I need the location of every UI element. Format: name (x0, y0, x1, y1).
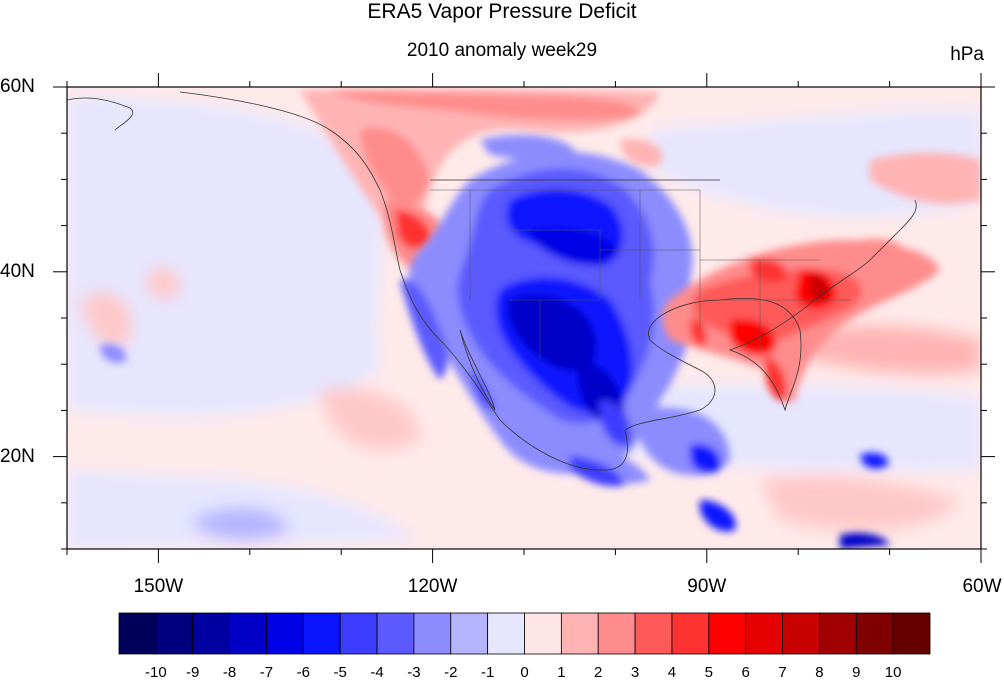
x-tick-label: 60W (962, 576, 1002, 597)
colorbar-swatch (634, 612, 673, 655)
colorbar-swatch (302, 612, 341, 655)
y-tick-label: 20N (0, 445, 35, 467)
colorbar-label: 4 (668, 664, 676, 681)
colorbar-label: 3 (631, 664, 639, 681)
colorbar-label: 2 (594, 664, 602, 681)
colorbar-label: -7 (260, 664, 273, 681)
field-layer (67, 87, 981, 549)
colorbar-swatch (155, 612, 194, 655)
colorbar-label: -2 (444, 664, 457, 681)
units-label: hPa (950, 44, 984, 65)
colorbar-swatch (782, 612, 820, 655)
colorbar-label: -8 (223, 664, 236, 681)
colorbar-label: 6 (742, 664, 750, 681)
colorbar-label: 7 (778, 664, 786, 681)
colorbar-swatch (855, 612, 894, 655)
eastern-red-anomaly (662, 238, 940, 403)
colorbar-swatch (118, 612, 157, 655)
northern-red-band (300, 88, 981, 271)
colorbar-label: 10 (885, 664, 902, 681)
colorbar-label: -9 (186, 664, 199, 681)
colorbar-swatch (487, 612, 525, 655)
colorbar-swatch (745, 612, 783, 655)
colorbar-label: -4 (370, 664, 383, 681)
colorbar-label: -10 (145, 664, 167, 681)
colorbar-label: -5 (334, 664, 347, 681)
colorbar-swatch (560, 612, 599, 655)
colorbar-label: 9 (852, 664, 860, 681)
y-tick-label: 60N (0, 76, 35, 97)
colorbar-swatch (708, 612, 747, 655)
colorbar-label: -1 (481, 664, 494, 681)
colorbar-swatch (597, 612, 636, 655)
coastlines (67, 91, 917, 471)
colorbar-label: 0 (520, 664, 528, 681)
figure-title: ERA5 Vapor Pressure Deficit (367, 0, 637, 23)
x-tick-label: 90W (687, 576, 727, 597)
y-tick-label: 40N (0, 260, 35, 282)
colorbar-swatch (413, 612, 452, 655)
figure-subtitle: 2010 anomaly week29 (406, 40, 598, 61)
colorbar-swatch (450, 612, 489, 655)
colorbar-label: 5 (705, 664, 713, 681)
colorbar-swatch (266, 612, 304, 655)
colorbar-swatch (192, 612, 230, 655)
colorbar-label: 8 (815, 664, 823, 681)
colorbar-label: 1 (557, 664, 565, 681)
central-blue-anomaly (100, 134, 890, 549)
colorbar-swatch (339, 612, 378, 655)
colorbar-swatch (524, 612, 562, 655)
x-tick-label: 150W (133, 576, 184, 597)
x-tick-label: 120W (407, 576, 458, 597)
colorbar-swatch (819, 612, 857, 655)
state-borders (430, 189, 850, 360)
colorbar-swatch (376, 612, 415, 655)
colorbar-swatch (229, 612, 267, 655)
colorbar-swatch (892, 612, 931, 655)
colorbar-swatch (671, 612, 710, 655)
tick-marks (53, 73, 995, 563)
colorbar-label: -3 (407, 664, 420, 681)
colorbar-label: -6 (297, 664, 310, 681)
